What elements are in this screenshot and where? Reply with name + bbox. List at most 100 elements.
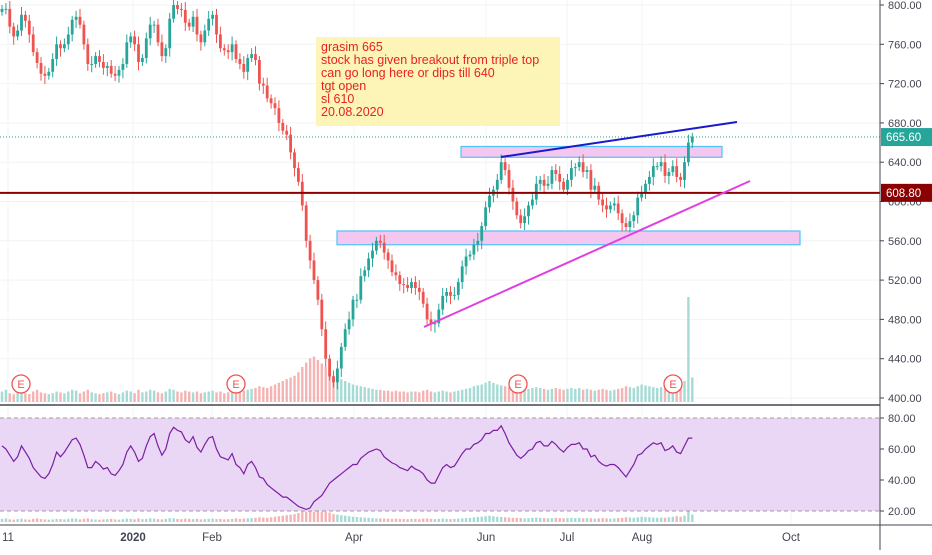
candle-body-109 [425,303,429,320]
annotation-line-4: tgt open [321,79,367,93]
x-tick-label-0: 11 [2,532,14,544]
candle-body-118 [460,266,464,283]
rsi-volume-bar-66 [258,517,261,522]
volume-bar-118 [461,389,464,402]
volume-bar-70 [273,384,277,402]
volume-bar-10 [39,392,43,402]
candle-body-42 [164,48,168,57]
rsi-volume-bar-165 [644,517,647,522]
rsi-volume-bar-45 [176,518,179,522]
candle-body-116 [453,294,456,296]
candle-body-11 [43,73,47,76]
volume-bar-42 [164,391,167,402]
candle-body-43 [168,18,172,49]
upper-trendline [500,121,738,158]
volume-bar-91 [355,385,359,402]
rsi-volume-bar-41 [160,519,164,522]
candle-body-25 [98,56,101,62]
rsi-volume-bar-87 [340,515,343,522]
volume-bar-127 [496,384,499,402]
rsi-volume-bar-92 [359,517,362,522]
candle-body-79 [308,240,312,261]
volume-bar-108 [422,390,425,402]
volume-bar-47 [184,390,187,402]
annotation-box[interactable]: grasim 665 stock has given breakout from… [316,37,560,126]
volume-bar-157 [613,389,616,402]
volume-bar-43 [168,388,171,402]
volume-bar-90 [351,384,355,402]
volume-bar-52 [203,392,206,402]
candle-body-139 [542,179,546,186]
volume-bar-143 [558,388,561,402]
rsi-volume-bar-134 [523,518,526,522]
volume-bar-124 [484,382,487,402]
candle-body-30 [117,69,121,76]
x-tick-label-4: Jun [477,532,496,544]
rsi-volume-bar-95 [371,518,374,522]
earnings-marker-label-2: E [514,379,521,391]
volume-bar-134 [523,389,526,402]
candle-body-175 [683,162,686,180]
rsi-volume-bar-2 [8,519,11,522]
rsi-volume-bar-128 [500,517,503,522]
candle-body-91 [355,299,359,301]
candle-body-53 [207,18,211,31]
volume-bar-48 [188,391,191,402]
candle-body-21 [82,24,86,45]
volume-bar-22 [86,389,89,402]
rsi-volume-bar-58 [227,519,230,522]
volume-bar-174 [679,384,682,402]
rsi-volume-bar-76 [297,513,300,522]
y-tick-label-6: 560.00 [888,236,922,248]
x-tick-label-7: Oct [782,532,801,544]
support-zone [336,230,801,246]
volume-bar-114 [445,391,448,402]
volume-bar-97 [379,389,382,402]
candle-body-85 [332,376,335,383]
rsi-volume-bar-164 [640,516,643,522]
volume-bar-35 [137,389,140,402]
rsi-volume-bar-124 [484,516,487,522]
volume-bar-122 [476,385,479,402]
volume-bar-68 [266,388,269,402]
rsi-volume-bar-141 [550,518,554,522]
candle-body-119 [464,256,468,267]
candle-body-92 [359,276,363,300]
rsi-band-fill [0,418,880,511]
candles [0,0,694,390]
rsi-volume-bar-51 [199,519,203,522]
volume-bar-12 [47,394,50,402]
y-tick-label-2: 720.00 [888,79,922,91]
candle-body-52 [203,30,207,43]
candle-body-107 [417,287,421,292]
rsi-volume-bar-19 [74,518,78,522]
candle-body-169 [659,162,663,167]
rsi-volume-bar-140 [546,518,550,522]
volume-bar-166 [648,386,651,402]
candle-body-38 [148,24,152,39]
rsi-volume-bar-168 [656,517,659,522]
candle-body-101 [394,272,398,276]
candle-body-17 [66,34,70,45]
rsi-volume-bar-70 [273,516,277,522]
candle-body-72 [281,122,285,131]
candle-body-160 [624,223,628,228]
rsi-volume-bar-163 [636,517,639,522]
volume-bar-76 [297,372,300,402]
volume-bar-164 [640,384,643,402]
volume-bar-156 [609,390,612,402]
earnings-marker-label-0: E [17,379,24,391]
candle-body-171 [667,172,671,176]
rsi-volume-bar-154 [601,518,604,522]
candle-body-130 [507,170,511,188]
annotation-line-1: grasim 665 [321,40,383,54]
volume-bar-136 [531,388,534,402]
candle-body-147 [573,167,577,169]
rsi-volume-bar-150 [585,518,589,522]
volume-bar-120 [468,388,472,402]
volume-bar-175 [683,381,686,402]
volume-bar-81 [316,360,320,402]
candle-body-142 [554,170,558,174]
